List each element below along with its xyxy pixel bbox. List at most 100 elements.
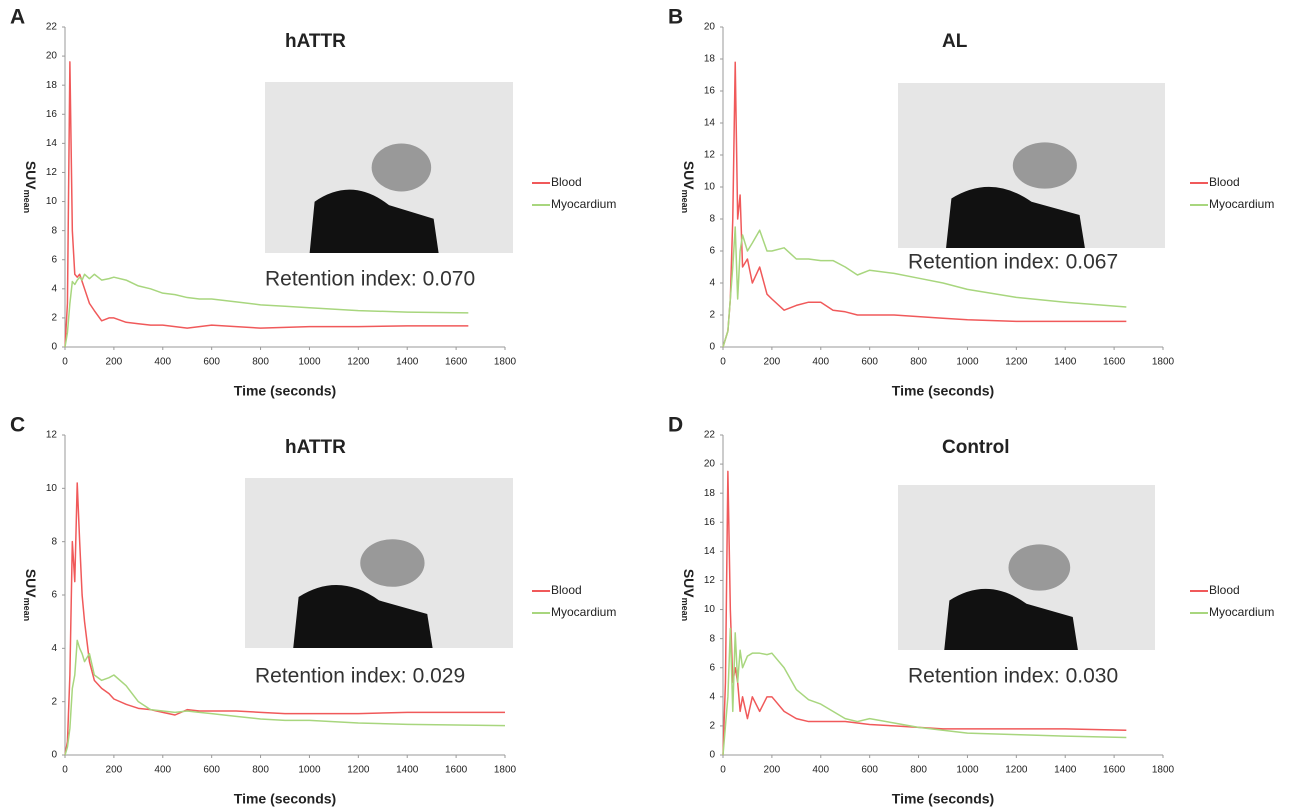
panel-label: D	[668, 414, 683, 437]
y-tick-label: 12	[704, 575, 716, 586]
y-tick-label: 20	[46, 51, 58, 62]
x-tick-label: 1200	[347, 357, 370, 368]
x-tick-label: 400	[812, 765, 829, 776]
scan-image	[898, 485, 1155, 650]
y-tick-label: 10	[704, 182, 716, 193]
y-tick-label: 2	[51, 696, 57, 707]
y-axis-title: SUVmean	[22, 161, 40, 213]
y-axis-title-sub: mean	[22, 190, 32, 214]
legend-label: Myocardium	[1209, 197, 1274, 211]
y-tick-label: 6	[709, 662, 715, 673]
image-organ	[360, 539, 424, 587]
y-tick-label: 0	[709, 750, 715, 761]
x-tick-label: 1000	[298, 357, 321, 368]
x-tick-label: 1800	[494, 765, 517, 776]
legend-label: Blood	[1209, 583, 1240, 597]
legend-label: Blood	[1209, 175, 1240, 189]
x-tick-label: 1800	[1152, 765, 1175, 776]
y-tick-label: 18	[704, 488, 716, 499]
y-axis-title-main: SUV	[23, 569, 39, 598]
x-tick-label: 0	[720, 357, 726, 368]
image-organ	[372, 144, 432, 192]
x-tick-label: 1600	[445, 765, 468, 776]
x-tick-label: 0	[62, 357, 68, 368]
y-tick-label: 6	[51, 254, 57, 265]
x-tick-label: 1400	[396, 765, 419, 776]
x-tick-label: 1800	[494, 357, 517, 368]
y-tick-label: 12	[46, 167, 58, 178]
x-tick-label: 600	[203, 357, 220, 368]
legend-label: Myocardium	[551, 197, 616, 211]
y-axis-title-sub: mean	[680, 190, 690, 214]
chart-title: Control	[942, 437, 1010, 458]
legend-label: Myocardium	[1209, 605, 1274, 619]
image-organ	[1009, 544, 1071, 590]
chart-title: hATTR	[285, 31, 346, 52]
y-axis-title-main: SUV	[681, 161, 697, 190]
y-tick-label: 4	[709, 691, 715, 702]
x-tick-label: 0	[720, 765, 726, 776]
y-tick-label: 8	[51, 225, 57, 236]
y-tick-label: 12	[704, 150, 716, 161]
scan-image	[898, 83, 1165, 248]
y-tick-label: 10	[704, 604, 716, 615]
legend-label: Blood	[551, 175, 582, 189]
x-tick-label: 1200	[1005, 357, 1028, 368]
x-tick-label: 1600	[1103, 357, 1126, 368]
y-tick-label: 14	[46, 138, 58, 149]
y-tick-label: 2	[51, 313, 57, 324]
y-tick-label: 2	[709, 310, 715, 321]
x-tick-label: 800	[910, 357, 927, 368]
y-tick-label: 8	[709, 214, 715, 225]
y-tick-label: 14	[704, 546, 716, 557]
y-tick-label: 4	[51, 283, 57, 294]
x-tick-label: 1600	[445, 357, 468, 368]
annotation: Retention index: 0.067	[908, 251, 1118, 274]
scan-image	[245, 478, 513, 648]
y-tick-label: 16	[704, 86, 716, 97]
legend-label: Myocardium	[551, 605, 616, 619]
x-tick-label: 200	[764, 357, 781, 368]
y-tick-label: 16	[46, 109, 58, 120]
panel-label: A	[10, 6, 25, 29]
x-tick-label: 600	[861, 357, 878, 368]
x-tick-label: 1400	[1054, 357, 1077, 368]
x-tick-label: 1000	[956, 765, 979, 776]
y-tick-label: 0	[709, 342, 715, 353]
x-tick-label: 200	[764, 765, 781, 776]
y-tick-label: 0	[51, 750, 57, 761]
chart-title: hATTR	[285, 437, 346, 458]
y-tick-label: 4	[709, 278, 715, 289]
chart-title: AL	[942, 31, 968, 52]
x-tick-label: 1200	[1005, 765, 1028, 776]
x-axis-title: Time (seconds)	[892, 791, 994, 807]
y-tick-label: 8	[51, 536, 57, 547]
x-tick-label: 400	[154, 765, 171, 776]
y-tick-label: 8	[709, 633, 715, 644]
panel-label: C	[10, 414, 25, 437]
y-axis-title: SUVmean	[22, 569, 40, 621]
annotation: Retention index: 0.029	[255, 665, 465, 688]
y-tick-label: 14	[704, 118, 716, 129]
y-axis-title-sub: mean	[22, 598, 32, 622]
y-tick-label: 22	[704, 430, 716, 441]
x-tick-label: 1400	[396, 357, 419, 368]
x-tick-label: 1000	[956, 357, 979, 368]
y-tick-label: 10	[46, 483, 58, 494]
y-tick-label: 16	[704, 517, 716, 528]
x-tick-label: 800	[910, 765, 927, 776]
y-tick-label: 4	[51, 643, 57, 654]
x-tick-label: 600	[203, 765, 220, 776]
y-axis-title: SUVmean	[680, 569, 698, 621]
y-tick-label: 20	[704, 459, 716, 470]
y-tick-label: 2	[709, 721, 715, 732]
y-tick-label: 12	[46, 430, 58, 441]
x-tick-label: 1200	[347, 765, 370, 776]
x-tick-label: 600	[861, 765, 878, 776]
annotation: Retention index: 0.070	[265, 268, 475, 291]
y-tick-label: 18	[46, 80, 58, 91]
x-tick-label: 200	[106, 765, 123, 776]
x-tick-label: 1000	[298, 765, 321, 776]
x-tick-label: 800	[252, 765, 269, 776]
figure: AhATTR Retention index: 0.070 0 2 4 6 8 10 12 14 1…	[0, 0, 1291, 810]
